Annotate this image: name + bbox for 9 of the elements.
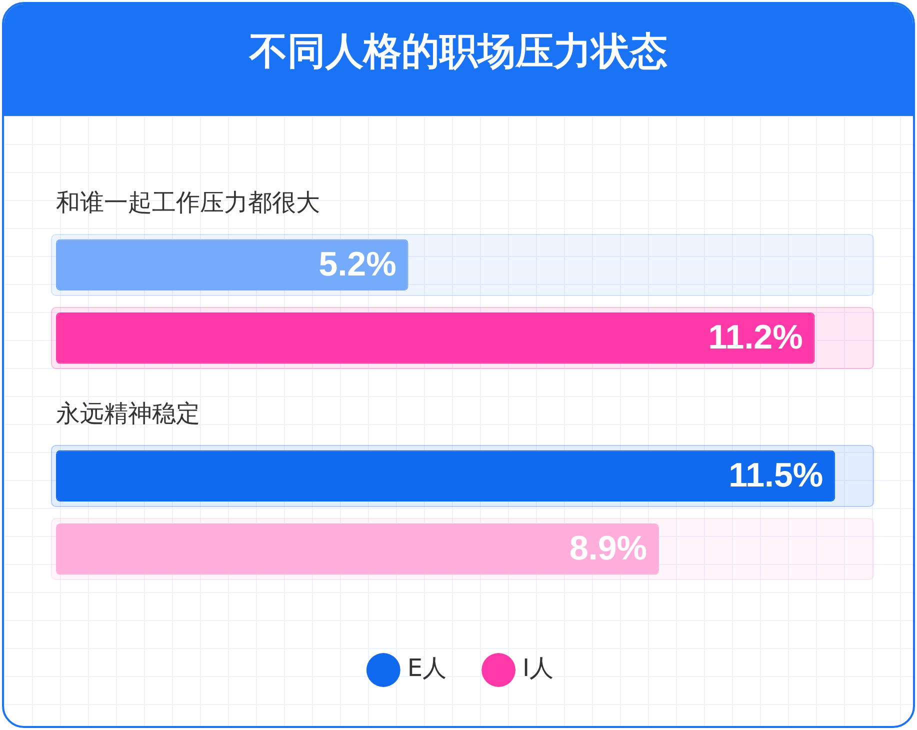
- data-label: 11.2%: [708, 318, 803, 356]
- data-label: 5.2%: [318, 245, 396, 284]
- data-label: 11.5%: [728, 456, 824, 494]
- data-label: 8.9%: [569, 529, 647, 568]
- legend-label: I人: [522, 654, 554, 682]
- chart-title: 不同人格的职场压力状态: [248, 28, 668, 75]
- y-tick-label: 和谁一起工作压力都很大: [56, 188, 320, 217]
- legend-label: E人: [407, 654, 447, 682]
- y-tick-label: 永远精神稳定: [56, 400, 200, 428]
